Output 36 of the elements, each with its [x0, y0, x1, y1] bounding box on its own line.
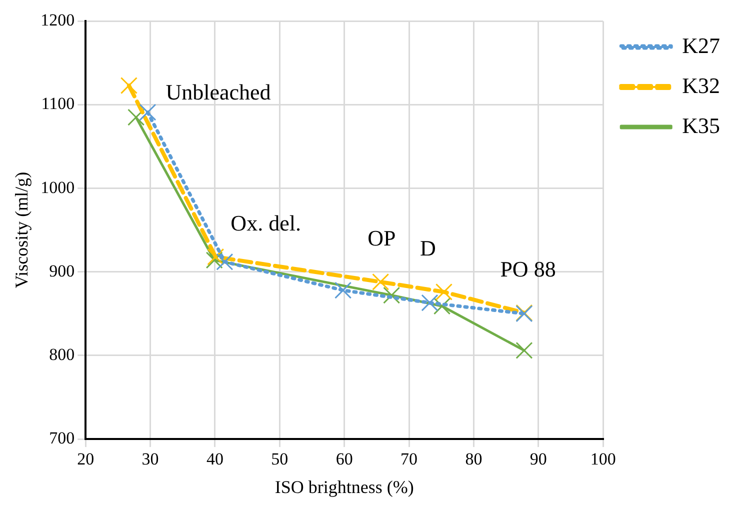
point	[435, 283, 453, 300]
y-tick-label: 800	[49, 344, 75, 364]
y-tick-label: 1200	[40, 10, 75, 30]
annotation: PO 88	[500, 256, 556, 282]
x-tick-label: 30	[142, 450, 159, 469]
point	[334, 282, 352, 299]
y-tick-label: 1100	[41, 94, 75, 114]
point	[207, 248, 224, 266]
x-tick-label: 90	[530, 450, 547, 469]
legend-label: K35	[682, 112, 720, 138]
point	[383, 286, 400, 304]
legend-label: K32	[682, 72, 720, 98]
point	[216, 253, 234, 270]
annotation: OP	[368, 226, 396, 251]
point	[372, 273, 390, 290]
y-axis-title: Viscosity (ml/g)	[12, 172, 32, 288]
y-tick-label: 1000	[40, 178, 75, 197]
x-tick-label: 80	[465, 450, 482, 469]
y-tick-label: 900	[49, 261, 75, 280]
annotation: Unbleached	[166, 79, 271, 104]
x-tick-label: 40	[206, 450, 224, 469]
y-tick-label: 700	[49, 428, 75, 448]
x-axis-title: ISO brightness (%)	[274, 476, 414, 497]
point	[120, 77, 138, 94]
point	[516, 342, 533, 359]
point	[421, 294, 438, 312]
x-tick-label: 20	[77, 450, 94, 469]
point	[434, 298, 451, 315]
point	[139, 104, 156, 121]
x-tick-label: 70	[400, 450, 418, 469]
annotation: Ox. del.	[230, 210, 301, 236]
x-tick-label: 100	[590, 450, 616, 469]
x-tick-label: 50	[271, 450, 288, 469]
x-tick-label: 60	[336, 450, 353, 469]
annotation: D	[420, 236, 436, 261]
legend-label: K27	[682, 32, 720, 58]
